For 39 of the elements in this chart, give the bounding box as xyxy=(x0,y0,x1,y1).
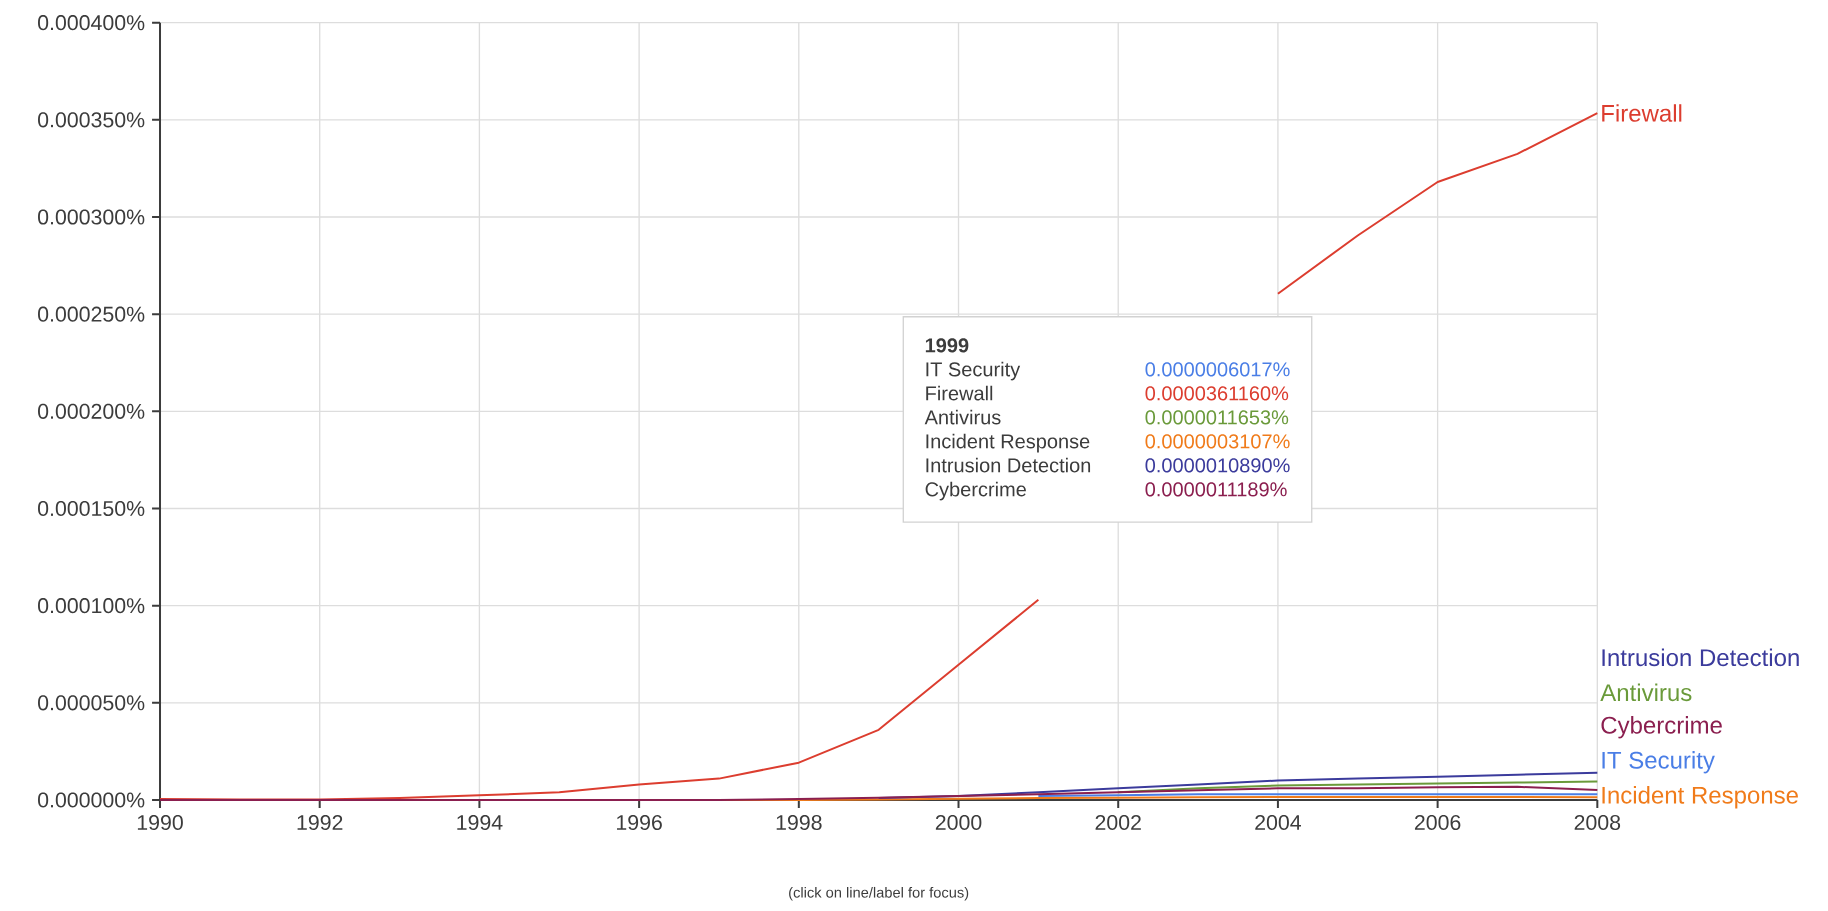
y-tick-label: 0.000300% xyxy=(38,209,145,225)
text: Intrusion Detection xyxy=(1602,648,1799,667)
annotation: 0.0000003107% xyxy=(1145,434,1290,449)
y-tick-label: 0.000400% xyxy=(38,15,145,31)
x-tick-label: 1990 xyxy=(137,815,183,831)
text: Cybercrime xyxy=(1601,716,1722,739)
annotation: 0.0000011653% xyxy=(1145,410,1289,425)
x-tick-label: 1994 xyxy=(457,815,503,831)
series-label: Firewall xyxy=(1602,104,1682,123)
series-label: Incident Response xyxy=(1602,786,1798,809)
y-tick-label: 0.000000% xyxy=(38,792,145,808)
x-tick-label: 2006 xyxy=(1414,815,1461,831)
y-tick-label: 0.000350% xyxy=(38,112,145,128)
x-tick-label: 1998 xyxy=(776,815,822,831)
annotation: Incident Response xyxy=(926,433,1090,453)
x-tick-label: 2008 xyxy=(1574,815,1621,831)
y-tick-label: 0.000250% xyxy=(38,306,145,322)
x-tick-label: 1996 xyxy=(617,815,662,831)
annotation: Cybercrime xyxy=(925,481,1026,501)
y-tick-label: 0.000200% xyxy=(38,403,145,420)
annotation: 0.0000010890% xyxy=(1145,458,1290,473)
text: (click on line/label for focus) xyxy=(789,887,969,901)
annotation: Firewall xyxy=(926,385,993,401)
text: Antivirus xyxy=(1600,683,1692,702)
annotation: IT Security xyxy=(926,361,1021,381)
x-tick-label: 2000 xyxy=(935,815,982,831)
annotation: 0.0000006017% xyxy=(1145,362,1290,377)
x-tick-label: 1992 xyxy=(297,815,343,831)
annotation: 0.0000361160% xyxy=(1145,386,1289,401)
annotation: Antivirus xyxy=(924,409,1001,425)
annotation: 0.0000011189% xyxy=(1145,482,1287,497)
y-tick-label: 0.000100% xyxy=(38,598,145,614)
x-tick-label: 2004 xyxy=(1255,815,1301,831)
y-tick-label: 0.000050% xyxy=(38,695,145,711)
y-tick-label: 0.000150% xyxy=(38,501,145,517)
annotation: Intrusion Detection xyxy=(926,457,1091,473)
x-tick-label: 2002 xyxy=(1095,815,1141,831)
series-label: IT Security xyxy=(1602,751,1715,774)
annotation: 1999 xyxy=(925,338,969,353)
